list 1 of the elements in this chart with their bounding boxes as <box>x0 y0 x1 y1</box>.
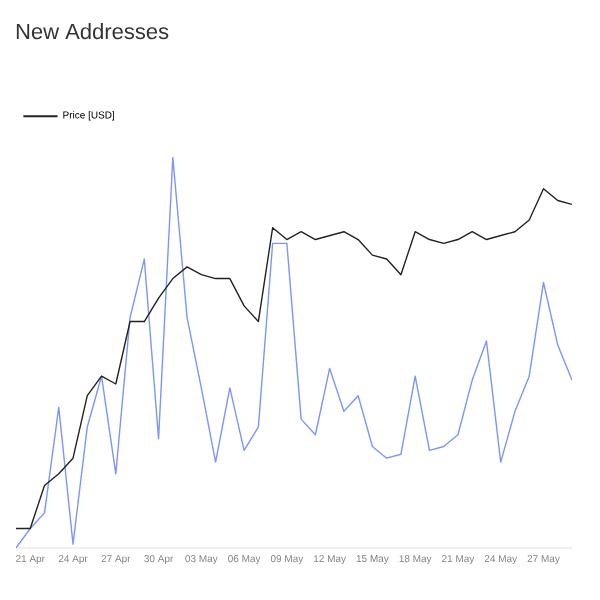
chart-title: New Addresses <box>16 23 169 40</box>
